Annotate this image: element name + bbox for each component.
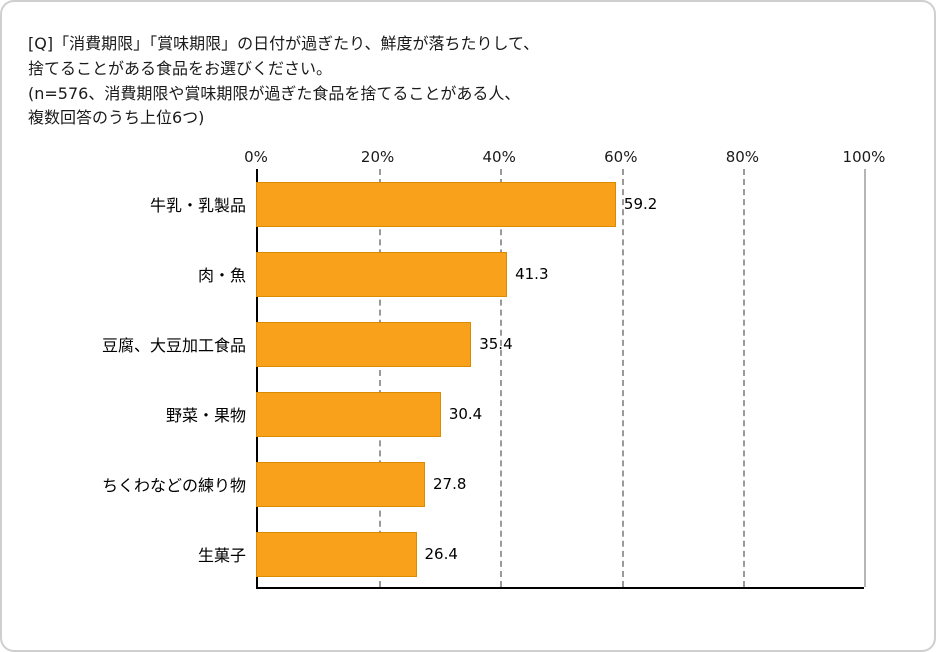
bar bbox=[256, 181, 616, 227]
value-label: 41.3 bbox=[515, 265, 549, 284]
bar-track: 27.8 bbox=[256, 449, 864, 519]
value-label: 59.2 bbox=[623, 195, 658, 214]
x-tick-label: 0% bbox=[244, 148, 268, 167]
value-label: 27.8 bbox=[433, 475, 467, 494]
bar-chart: 0% 20% 40% 60% 80% 100% 牛乳・乳製品 59.2 肉・魚 41.3 … bbox=[32, 143, 914, 590]
bar bbox=[256, 251, 508, 297]
x-tick-label: 80% bbox=[725, 148, 760, 167]
bar-track: 59.2 bbox=[256, 169, 864, 239]
category-label: 肉・魚 bbox=[197, 266, 246, 286]
chart-title: [Q]「消費期限」「賞味期限」の日付が過ぎたり、鮮度が落ちたりして、 捨てることが… bbox=[28, 32, 914, 131]
title-line: 複数回答のうち上位6つ) bbox=[28, 108, 205, 128]
x-tick-label: 60% bbox=[604, 148, 638, 167]
gridline bbox=[864, 169, 866, 588]
bar-track: 41.3 bbox=[256, 239, 864, 309]
value-label: 35.4 bbox=[479, 335, 513, 354]
plot-gridlines bbox=[256, 169, 866, 590]
bar-track: 35.4 bbox=[256, 309, 864, 379]
x-tick-label: 40% bbox=[482, 148, 516, 167]
x-tick-label: 100% bbox=[842, 148, 886, 167]
category-label: ちくわなどの練り物 bbox=[101, 476, 246, 496]
category-label: 生菓子 bbox=[197, 546, 246, 566]
gridline bbox=[500, 169, 503, 588]
title-line: (n=576、消費期限や賞味期限が過ぎた食品を捨てることがある人、 bbox=[28, 83, 521, 103]
bar bbox=[256, 461, 426, 507]
bar bbox=[256, 531, 417, 577]
x-tick-label: 20% bbox=[360, 148, 395, 167]
plot-area: 牛乳・乳製品 59.2 肉・魚 41.3 豆腐、大豆加工食品 35.4 野菜・果… bbox=[32, 169, 914, 590]
title-line: [Q]「消費期限」「賞味期限」の日付が過ぎたり、鮮度が落ちたりして、 bbox=[28, 34, 540, 53]
x-axis: 0% 20% 40% 60% 80% 100% bbox=[32, 143, 914, 169]
category-label: 野菜・果物 bbox=[165, 406, 246, 426]
bar bbox=[256, 391, 441, 437]
axis-spacer bbox=[32, 143, 256, 169]
value-label: 26.4 bbox=[424, 545, 458, 564]
category-label: 豆腐、大豆加工食品 bbox=[101, 336, 246, 356]
gridline bbox=[621, 169, 624, 588]
category-label: 牛乳・乳製品 bbox=[149, 196, 246, 216]
bar-track: 26.4 bbox=[256, 519, 864, 589]
gridline bbox=[742, 169, 745, 588]
title-line: 捨てることがある食品をお選びください。 bbox=[28, 58, 333, 78]
value-label: 30.4 bbox=[448, 405, 483, 424]
bar-track: 30.4 bbox=[256, 379, 864, 449]
x-axis-ticks: 0% 20% 40% 60% 80% 100% bbox=[244, 143, 885, 169]
gridline bbox=[379, 169, 382, 588]
bar bbox=[256, 321, 472, 367]
